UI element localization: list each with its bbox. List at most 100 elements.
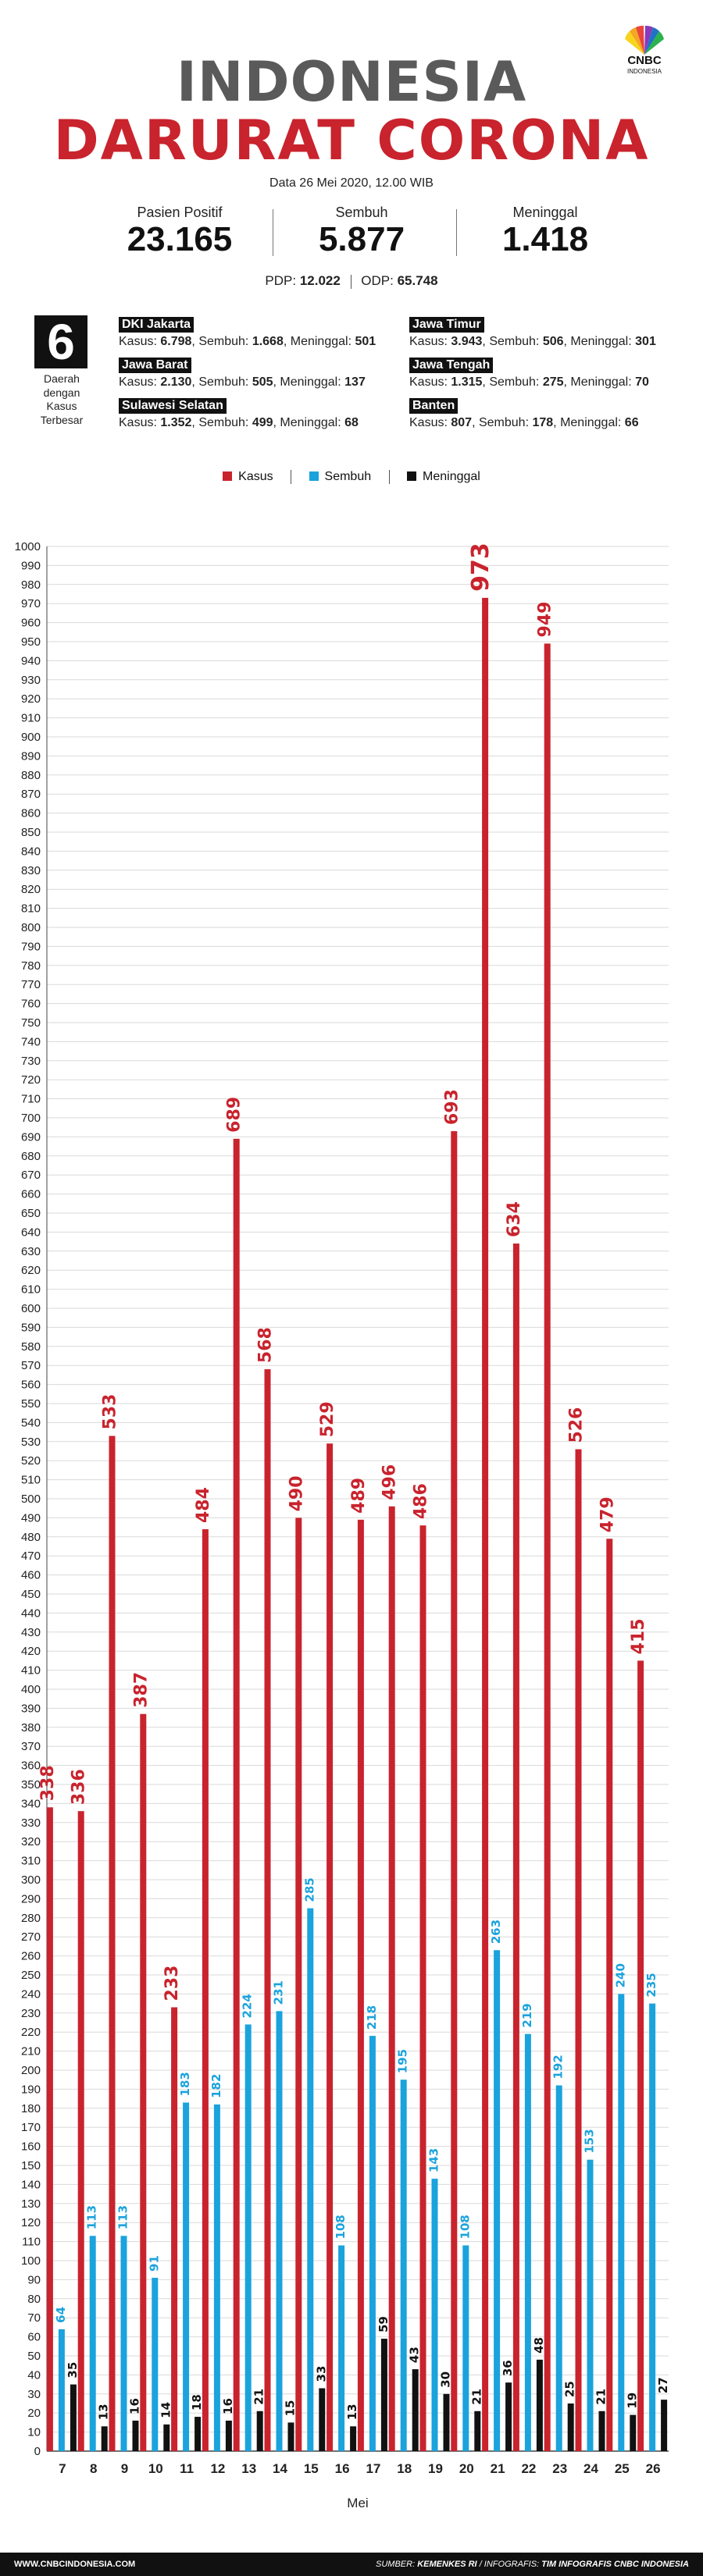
- x-tick-label: 11: [180, 2461, 194, 2476]
- meninggal-value-label: 27: [656, 2377, 670, 2393]
- y-tick-label: 880: [21, 769, 41, 782]
- meninggal-label: Meninggal:: [280, 416, 341, 429]
- x-tick-label: 8: [90, 2461, 97, 2476]
- y-tick-label: 370: [21, 1740, 41, 1753]
- sembuh-value-label: 113: [85, 2205, 99, 2229]
- meninggal-label: Meninggal:: [570, 335, 632, 348]
- kasus-bar: [264, 1369, 271, 2451]
- y-tick-label: 640: [21, 1226, 41, 1239]
- y-tick-label: 980: [21, 578, 41, 592]
- meninggal-label: Meninggal:: [570, 375, 632, 389]
- meninggal-bar: [536, 2359, 543, 2451]
- kasus-value: 3.943: [451, 335, 483, 348]
- sembuh-label: Sembuh:: [198, 375, 249, 389]
- y-tick-label: 350: [21, 1778, 41, 1791]
- y-tick-label: 300: [21, 1873, 41, 1887]
- y-tick-label: 460: [21, 1569, 41, 1582]
- sembuh-value-label: 64: [54, 2307, 68, 2323]
- infografis-value: TIM INFOGRAFIS CNBC INDONESIA: [541, 2560, 689, 2569]
- daily-cases-chart: 0 10 20 30 40 50 60 70 80 90 100 110 120 130 140 150 160…: [15, 540, 670, 2510]
- meninggal-value-label: 43: [408, 2347, 422, 2363]
- sembuh-bar: [120, 2236, 127, 2451]
- sembuh-value: 506: [542, 335, 564, 348]
- footer-bar: WWW.CNBCINDONESIA.COM SUMBER: KEMENKES R…: [0, 2553, 703, 2576]
- meninggal-bar: [319, 2388, 326, 2451]
- y-tick-label: 490: [21, 1511, 41, 1525]
- sembuh-value-label: 183: [178, 2072, 192, 2096]
- meninggal-bar: [194, 2417, 202, 2451]
- y-tick-label: 580: [21, 1340, 41, 1354]
- kasus-value-label: 526: [567, 1407, 587, 1443]
- chart-legend: Kasus Sembuh Meninggal: [0, 470, 703, 484]
- x-tick-label: 22: [521, 2461, 536, 2476]
- y-tick-label: 1000: [15, 540, 41, 553]
- sembuh-value-label: 285: [302, 1877, 316, 1902]
- meninggal-bar: [380, 2339, 387, 2451]
- sembuh-bar: [369, 2036, 376, 2451]
- divider: [456, 209, 457, 256]
- caption-line: Daerah: [44, 372, 80, 385]
- y-tick-label: 800: [21, 921, 41, 934]
- x-tick-label: 17: [366, 2461, 380, 2476]
- sembuh-label: Sembuh:: [198, 335, 249, 348]
- y-tick-label: 60: [27, 2331, 41, 2344]
- x-tick-label: 16: [335, 2461, 350, 2476]
- infografis-label: / INFOGRAFIS:: [479, 2560, 540, 2569]
- kasus-bar: [202, 1529, 209, 2451]
- y-tick-label: 360: [21, 1759, 41, 1773]
- caption-line: Kasus: [46, 400, 77, 412]
- region-detail: Kasus: 1.315, Sembuh: 275, Meninggal: 70: [409, 375, 649, 389]
- kasus-bar: [171, 2007, 178, 2451]
- y-tick-label: 500: [21, 1493, 41, 1506]
- y-tick-label: 700: [21, 1112, 41, 1125]
- meninggal-value-label: 36: [501, 2360, 515, 2376]
- y-tick-label: 590: [21, 1321, 41, 1334]
- meninggal-value-label: 33: [314, 2366, 328, 2382]
- kasus-label: Kasus:: [119, 335, 157, 348]
- kasus-bar: [233, 1138, 240, 2451]
- kasus-value-label: 233: [162, 1966, 182, 2001]
- kasus-bar: [77, 1811, 84, 2451]
- meninggal-value-label: 13: [97, 2403, 111, 2420]
- y-tick-label: 150: [21, 2159, 41, 2172]
- kasus-value-label: 490: [287, 1475, 306, 1511]
- meninggal-value-label: 21: [469, 2389, 484, 2405]
- y-tick-label: 510: [21, 1474, 41, 1487]
- y-tick-label: 50: [27, 2350, 41, 2363]
- y-tick-label: 820: [21, 883, 41, 896]
- pdp-label: PDP:: [265, 273, 297, 288]
- kasus-bar: [544, 643, 551, 2452]
- region-item: Jawa Tengah Kasus: 1.315, Sembuh: 275, Me…: [409, 358, 691, 390]
- region-name: Jawa Tengah: [409, 358, 494, 373]
- sembuh-bar: [462, 2245, 469, 2451]
- legend-swatch: [407, 471, 417, 481]
- meninggal-value: 70: [635, 375, 649, 389]
- region-name: Banten: [409, 398, 459, 414]
- meninggal-bar: [225, 2420, 232, 2451]
- y-tick-label: 240: [21, 1987, 41, 2001]
- y-tick-label: 850: [21, 826, 41, 839]
- logo-subtext: INDONESIA: [626, 68, 662, 75]
- cnbc-logo: CNBC INDONESIA: [612, 25, 676, 80]
- y-tick-label: 380: [21, 1721, 41, 1735]
- sembuh-bar: [89, 2236, 96, 2451]
- stat-recovered: Sembuh 5.877: [268, 205, 455, 258]
- meninggal-value: 301: [635, 335, 656, 348]
- sembuh-value-label: 143: [427, 2148, 441, 2172]
- y-tick-label: 430: [21, 1626, 41, 1639]
- meninggal-bar: [163, 2424, 170, 2451]
- kasus-value-label: 689: [225, 1097, 244, 1133]
- meninggal-value: 501: [355, 335, 376, 348]
- region-item: Jawa Barat Kasus: 2.130, Sembuh: 505, Men…: [119, 358, 400, 390]
- y-tick-label: 130: [21, 2197, 41, 2211]
- y-tick-label: 320: [21, 1835, 41, 1848]
- y-tick-label: 80: [27, 2293, 41, 2306]
- region-detail: Kasus: 3.943, Sembuh: 506, Meninggal: 30…: [409, 335, 656, 348]
- kasus-bar: [357, 1519, 364, 2451]
- sembuh-value-label: 263: [489, 1920, 503, 1944]
- meninggal-bar: [287, 2422, 294, 2451]
- y-tick-label: 610: [21, 1283, 41, 1297]
- kasus-label: Kasus:: [409, 416, 448, 429]
- y-tick-label: 0: [34, 2445, 41, 2458]
- y-tick-label: 950: [21, 635, 41, 649]
